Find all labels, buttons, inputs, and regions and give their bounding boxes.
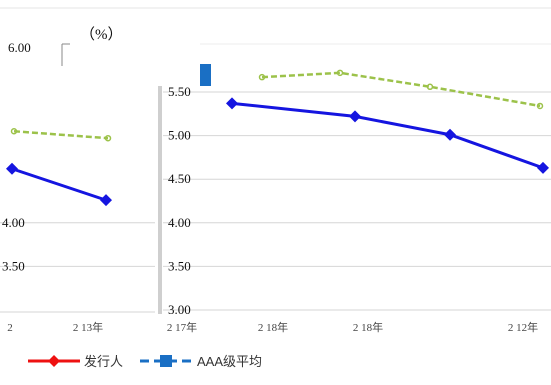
aaa-point: [336, 69, 344, 77]
left-issuer-point: [6, 162, 18, 175]
left-panel: 4.00 3.50 2 2 13年: [0, 127, 155, 334]
left-aaa-series-line: [13, 129, 109, 140]
x-tick-label: 2 17年: [167, 320, 197, 334]
aaa-point: [536, 102, 544, 110]
left-y-tick-label: 3.50: [2, 258, 25, 273]
y-tick-label: 4.50: [168, 171, 191, 186]
issuer-series-line: [231, 101, 544, 170]
aaa-point: [426, 83, 434, 91]
issuer-point: [537, 161, 549, 174]
legend-aaa-marker: [160, 355, 172, 367]
issuer-point: [226, 97, 238, 110]
left-x-tick-label: 2 13年: [73, 320, 103, 334]
y-tick-label: 5.00: [168, 128, 191, 143]
aaa-point: [258, 73, 266, 81]
left-x-tick-label: 2: [7, 322, 13, 334]
legend-issuer-marker: [48, 355, 60, 367]
panel-divider: [158, 86, 162, 314]
left-issuer-point: [100, 194, 112, 207]
legend-issuer-label: 发行人: [84, 354, 123, 369]
x-tick-label: 2 12年: [508, 320, 538, 334]
unit-label: （%）: [80, 26, 123, 43]
y-tick-label: 3.00: [168, 302, 191, 317]
y-tick-label: 3.50: [168, 258, 191, 273]
y-tick-label: 4.00: [168, 215, 191, 230]
legend-aaa-label: AAA级平均: [197, 354, 262, 369]
x-tick-label: 2 18年: [258, 320, 288, 334]
legend: 发行人 AAA级平均: [28, 354, 262, 369]
main-panel: 3.00 3.50 4.00 4.50 5.00 5.50 2 17年 2 18年 2 18年 2…: [163, 69, 551, 334]
accent-block: [200, 64, 211, 86]
y-tick-label: 5.50: [168, 84, 191, 99]
left-y-tick-label: 4.00: [2, 215, 25, 230]
x-tick-label: 2 18年: [353, 320, 383, 334]
aaa-series-line: [261, 71, 541, 108]
outer-top-tick-label: 6.00: [8, 40, 31, 55]
left-issuer-series-line: [11, 167, 107, 202]
issuer-point: [349, 110, 361, 123]
left-aaa-point: [104, 134, 112, 142]
issuer-point: [444, 128, 456, 141]
left-aaa-point: [10, 127, 18, 135]
